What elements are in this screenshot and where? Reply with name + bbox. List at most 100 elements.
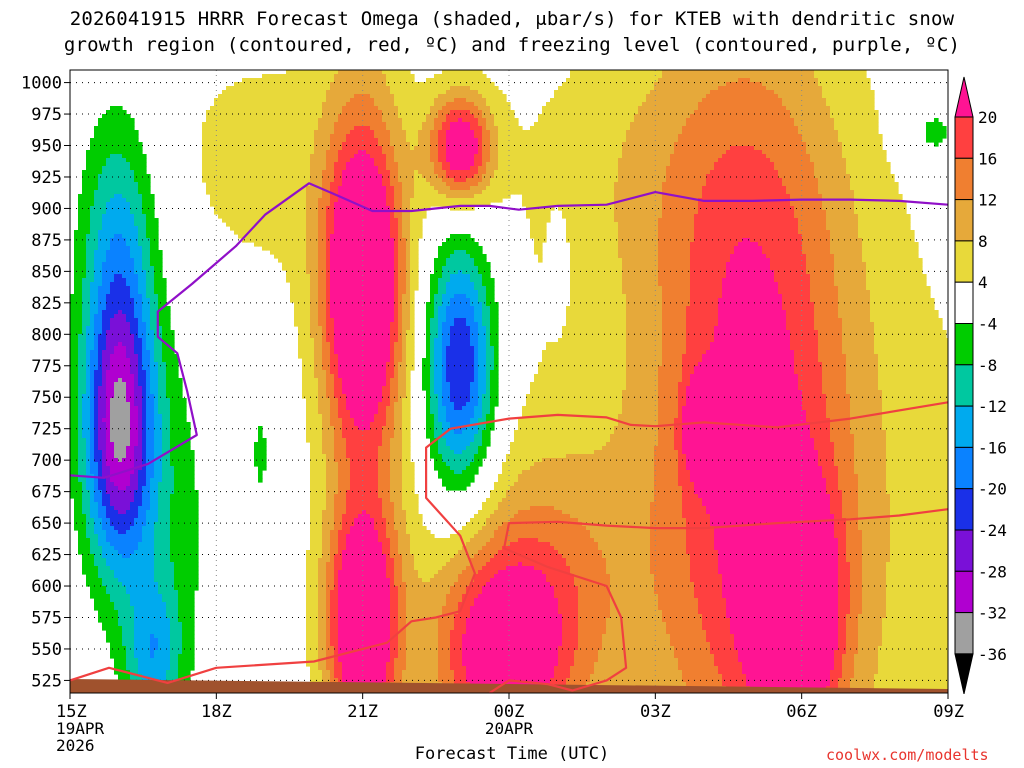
- omega-cell: [710, 70, 715, 75]
- omega-cell: [642, 106, 647, 111]
- omega-cell: [814, 118, 819, 123]
- omega-cell: [774, 130, 779, 135]
- omega-cell: [218, 142, 223, 147]
- omega-cell: [842, 162, 847, 167]
- omega-cell: [282, 74, 287, 79]
- omega-cell: [634, 122, 639, 127]
- omega-cell: [370, 82, 375, 87]
- omega-cell: [654, 146, 659, 151]
- omega-cell: [410, 74, 415, 79]
- omega-cell: [306, 150, 311, 155]
- omega-cell: [778, 110, 783, 115]
- omega-cell: [318, 170, 323, 175]
- omega-cell: [210, 158, 215, 163]
- omega-cell: [538, 182, 543, 187]
- omega-cell: [750, 114, 755, 119]
- omega-cell: [730, 150, 735, 155]
- omega-cell: [230, 118, 235, 123]
- omega-cell: [734, 118, 739, 123]
- omega-cell: [854, 90, 859, 95]
- omega-cell: [218, 106, 223, 111]
- omega-cell: [622, 78, 627, 83]
- omega-cell: [286, 170, 291, 175]
- omega-cell: [430, 118, 435, 123]
- omega-cell: [690, 170, 695, 175]
- omega-cell: [98, 170, 103, 175]
- omega-cell: [98, 138, 103, 143]
- omega-cell: [422, 126, 427, 131]
- omega-cell: [330, 74, 335, 79]
- omega-cell: [394, 134, 399, 139]
- omega-cell: [858, 150, 863, 155]
- omega-cell: [622, 158, 627, 163]
- omega-cell: [270, 114, 275, 119]
- omega-cell: [762, 174, 767, 179]
- omega-cell: [722, 78, 727, 83]
- omega-cell: [786, 130, 791, 135]
- omega-cell: [702, 142, 707, 147]
- omega-cell: [458, 106, 463, 111]
- omega-cell: [722, 86, 727, 91]
- omega-cell: [434, 150, 439, 155]
- omega-cell: [754, 126, 759, 131]
- omega-cell: [878, 174, 883, 179]
- omega-cell: [322, 186, 327, 191]
- omega-cell: [462, 158, 467, 163]
- omega-cell: [706, 138, 711, 143]
- omega-cell: [734, 134, 739, 139]
- omega-cell: [466, 106, 471, 111]
- omega-cell: [370, 94, 375, 99]
- omega-cell: [370, 110, 375, 115]
- omega-cell: [670, 94, 675, 99]
- omega-cell: [478, 142, 483, 147]
- omega-cell: [854, 110, 859, 115]
- omega-cell: [710, 94, 715, 99]
- omega-cell: [330, 122, 335, 127]
- omega-cell: [842, 70, 847, 75]
- omega-cell: [290, 138, 295, 143]
- omega-cell: [334, 138, 339, 143]
- omega-cell: [658, 70, 663, 75]
- omega-cell: [750, 178, 755, 183]
- omega-cell: [314, 86, 319, 91]
- omega-cell: [310, 98, 315, 103]
- omega-cell: [782, 146, 787, 151]
- omega-cell: [294, 146, 299, 151]
- omega-cell: [434, 90, 439, 95]
- omega-cell: [654, 170, 659, 175]
- omega-cell: [390, 182, 395, 187]
- omega-cell: [814, 86, 819, 91]
- omega-cell: [686, 86, 691, 91]
- omega-cell: [314, 110, 319, 115]
- omega-cell: [482, 138, 487, 143]
- omega-cell: [814, 178, 819, 183]
- omega-cell: [246, 150, 251, 155]
- omega-cell: [590, 78, 595, 83]
- omega-cell: [602, 122, 607, 127]
- omega-cell: [302, 102, 307, 107]
- omega-cell: [818, 122, 823, 127]
- omega-cell: [422, 130, 427, 135]
- omega-cell: [850, 82, 855, 87]
- omega-cell: [550, 142, 555, 147]
- omega-cell: [294, 114, 299, 119]
- omega-cell: [214, 150, 219, 155]
- omega-cell: [306, 166, 311, 171]
- omega-cell: [722, 170, 727, 175]
- omega-cell: [826, 78, 831, 83]
- omega-cell: [638, 182, 643, 187]
- omega-cell: [762, 114, 767, 119]
- omega-cell: [802, 102, 807, 107]
- omega-cell: [750, 74, 755, 79]
- omega-cell: [446, 102, 451, 107]
- omega-cell: [122, 118, 127, 123]
- omega-cell: [634, 170, 639, 175]
- omega-cell: [494, 142, 499, 147]
- omega-cell: [98, 146, 103, 151]
- omega-cell: [294, 186, 299, 191]
- omega-cell: [470, 122, 475, 127]
- omega-cell: [850, 166, 855, 171]
- omega-cell: [310, 110, 315, 115]
- omega-cell: [870, 94, 875, 99]
- omega-cell: [382, 118, 387, 123]
